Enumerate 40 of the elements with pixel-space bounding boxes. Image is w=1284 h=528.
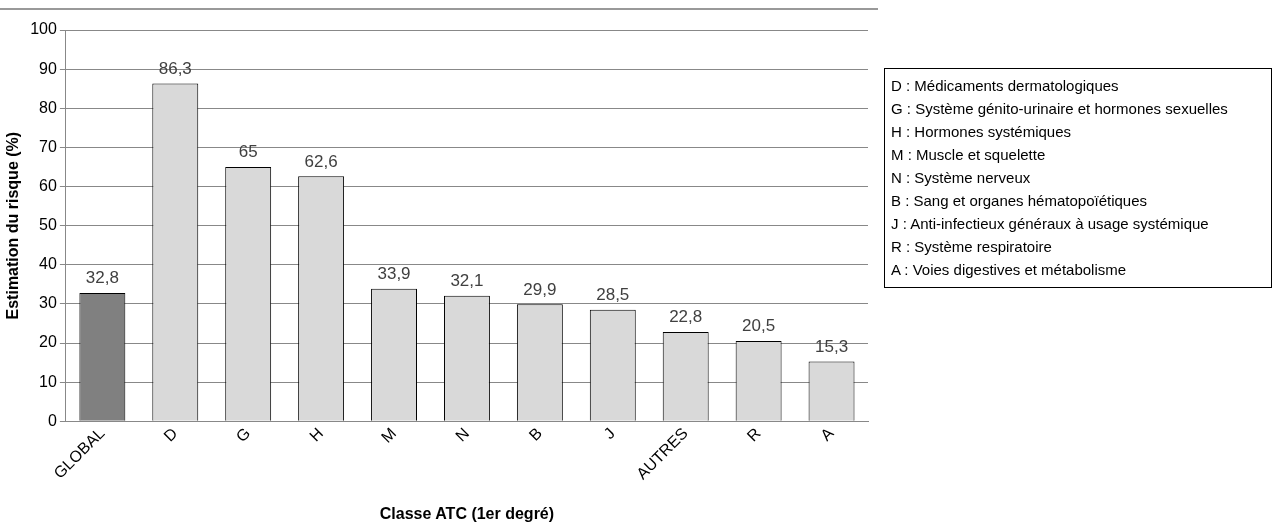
x-tick-label: A	[817, 424, 838, 444]
y-tick-label: 30	[39, 294, 57, 312]
text: B : Sang et organes hématopoïétiques	[891, 191, 1148, 211]
x-tick-label: R	[743, 424, 764, 445]
y-tick-label: 50	[39, 216, 57, 234]
x-tick-label: J	[600, 424, 619, 443]
data-label: 32,1	[450, 270, 484, 290]
data-label: 22,8	[669, 307, 703, 327]
y-tick-label: 60	[39, 176, 57, 194]
y-tick-label: 70	[39, 137, 57, 155]
y-tick-label: 20	[39, 333, 57, 351]
x-tick-label: M	[377, 424, 400, 446]
x-tick-label: B	[525, 424, 546, 444]
x-tick-label: H	[306, 424, 327, 445]
data-label: 20,5	[742, 316, 776, 336]
x-tick-label: N	[451, 424, 473, 445]
y-tick-label: 40	[39, 255, 57, 273]
y-axis-title: Estimation du risque (%)	[4, 131, 22, 320]
data-label: 62,6	[304, 151, 338, 171]
x-tick-label: G	[232, 424, 254, 446]
text: N : Système nerveux	[891, 168, 1032, 188]
x-tick-label: D	[160, 424, 181, 445]
y-tick-label: 90	[39, 59, 57, 77]
data-label: 29,9	[523, 279, 557, 299]
data-label: 32,8	[85, 268, 119, 288]
text: H : Hormones systémiques	[891, 122, 1073, 142]
text: G : Système génito-urinaire et hormones sexuelles	[891, 99, 1229, 119]
data-label: 28,5	[596, 284, 630, 304]
text: M : Muscle et squelette	[891, 145, 1047, 165]
y-tick-label: 10	[39, 372, 57, 390]
y-tick-label: 0	[47, 411, 57, 429]
text: R : Système respiratoire	[891, 237, 1053, 257]
x-axis-title: Classe ATC (1er degré)	[379, 504, 555, 522]
text: D : Médicaments dermatologiques	[891, 76, 1120, 96]
data-label: 65	[238, 142, 258, 162]
text: J : Anti-infectieux généraux à usage systémique	[891, 214, 1210, 234]
text: A : Voies digestives et métabolisme	[891, 260, 1128, 280]
y-tick-label: 100	[30, 20, 57, 38]
y-tick-label: 80	[39, 98, 57, 116]
data-label: 33,9	[377, 263, 411, 283]
